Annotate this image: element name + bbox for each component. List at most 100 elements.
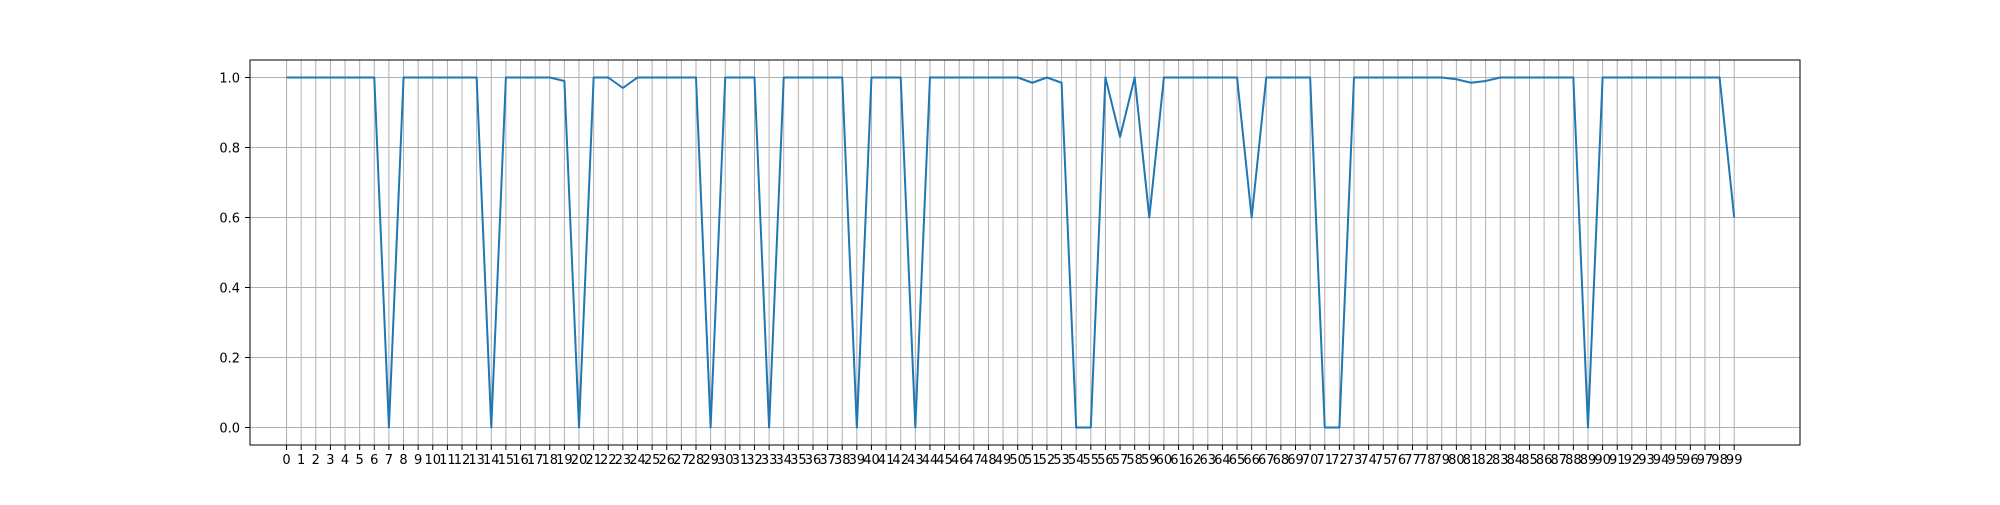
x-tick-label: 70 [1302, 453, 1319, 468]
x-tick-label: 15 [498, 453, 515, 468]
x-tick-label: 16 [512, 453, 529, 468]
x-tick-label: 25 [644, 453, 661, 468]
x-tick-label: 40 [863, 453, 880, 468]
series-layer [286, 76, 1736, 429]
x-tick-label: 85 [1521, 453, 1538, 468]
x-tick-label: 48 [980, 453, 997, 468]
x-tick-label: 55 [1083, 453, 1100, 468]
x-tick-label: 97 [1697, 453, 1714, 468]
x-tick-label: 0 [282, 453, 290, 468]
x-tick-label: 29 [702, 453, 719, 468]
x-tick-label: 51 [1024, 453, 1041, 468]
x-tick-label: 54 [1068, 453, 1085, 468]
x-tick-label: 4 [341, 453, 349, 468]
x-tick-label: 64 [1214, 453, 1231, 468]
y-tick-label: 0.6 [219, 212, 240, 227]
x-tick-label: 74 [1360, 453, 1377, 468]
x-tick-label: 31 [732, 453, 749, 468]
x-tick-label: 71 [1316, 453, 1333, 468]
y-tick-label: 1.0 [219, 72, 240, 87]
x-tick-label: 49 [995, 453, 1012, 468]
x-tick-label: 94 [1653, 453, 1670, 468]
x-tick-label: 76 [1390, 453, 1407, 468]
x-tick-label: 98 [1711, 453, 1728, 468]
x-tick-label: 7 [385, 453, 393, 468]
x-tick-label: 20 [571, 453, 588, 468]
x-tick-label: 21 [585, 453, 602, 468]
x-tick-label: 89 [1580, 453, 1597, 468]
x-tick-label: 67 [1258, 453, 1275, 468]
x-tick-label: 52 [1039, 453, 1056, 468]
x-tick-label: 68 [1273, 453, 1290, 468]
x-tick-label: 23 [615, 453, 632, 468]
x-tick-label: 95 [1667, 453, 1684, 468]
x-tick-label: 57 [1112, 453, 1129, 468]
x-tick-label: 75 [1375, 453, 1392, 468]
x-tick-label: 35 [790, 453, 807, 468]
x-tick-label: 88 [1565, 453, 1582, 468]
x-tick-label: 61 [1170, 453, 1187, 468]
y-tick-label: 0.8 [219, 142, 240, 157]
x-tick-label: 13 [468, 453, 485, 468]
x-tick-label: 36 [805, 453, 822, 468]
x-tick-label: 90 [1594, 453, 1611, 468]
x-tick-label: 47 [966, 453, 983, 468]
x-tick-label: 82 [1477, 453, 1494, 468]
x-tick-label: 11 [439, 453, 456, 468]
x-tick-label: 43 [907, 453, 924, 468]
x-tick-label: 27 [673, 453, 690, 468]
x-tick-label: 37 [819, 453, 836, 468]
x-tick-label: 83 [1492, 453, 1509, 468]
x-tick-label: 60 [1156, 453, 1173, 468]
x-tick-label: 99 [1726, 453, 1743, 468]
y-tick-label: 0.2 [219, 352, 240, 367]
x-tick-label: 81 [1463, 453, 1480, 468]
x-tick-label: 22 [600, 453, 617, 468]
x-tick-label: 63 [1200, 453, 1217, 468]
x-tick-label: 69 [1287, 453, 1304, 468]
x-tick-label: 92 [1624, 453, 1641, 468]
ticks-layer: 0 1 2 3 4 5 6 7 8 9 101112131415161718192021222324… [219, 72, 1742, 469]
x-tick-label: 28 [688, 453, 705, 468]
x-tick-label: 39 [849, 453, 866, 468]
x-tick-label: 46 [951, 453, 968, 468]
x-tick-label: 58 [1126, 453, 1143, 468]
x-tick-label: 80 [1448, 453, 1465, 468]
x-tick-label: 32 [746, 453, 763, 468]
y-tick-label: 0.4 [219, 282, 240, 297]
x-tick-label: 42 [892, 453, 909, 468]
series-line [286, 76, 1736, 429]
x-tick-label: 17 [527, 453, 544, 468]
x-tick-label: 50 [1009, 453, 1026, 468]
x-tick-label: 73 [1346, 453, 1363, 468]
x-tick-label: 34 [775, 453, 792, 468]
x-tick-label: 53 [1053, 453, 1070, 468]
x-tick-label: 78 [1419, 453, 1436, 468]
x-tick-label: 3 [326, 453, 334, 468]
x-tick-label: 19 [556, 453, 573, 468]
x-tick-label: 77 [1404, 453, 1421, 468]
x-tick-label: 38 [834, 453, 851, 468]
x-tick-label: 24 [629, 453, 646, 468]
x-tick-label: 14 [483, 453, 500, 468]
x-tick-label: 2 [312, 453, 320, 468]
x-tick-label: 59 [1141, 453, 1158, 468]
x-tick-label: 56 [1097, 453, 1114, 468]
x-tick-label: 6 [370, 453, 378, 468]
grid-layer [250, 60, 1800, 445]
x-tick-label: 72 [1331, 453, 1348, 468]
x-tick-label: 18 [541, 453, 558, 468]
x-tick-label: 66 [1243, 453, 1260, 468]
x-tick-label: 33 [761, 453, 778, 468]
x-tick-label: 10 [425, 453, 442, 468]
x-tick-label: 5 [356, 453, 364, 468]
y-tick-label: 0.0 [219, 422, 240, 437]
x-tick-label: 45 [936, 453, 953, 468]
x-tick-label: 44 [922, 453, 939, 468]
x-tick-label: 41 [878, 453, 895, 468]
x-tick-label: 9 [414, 453, 422, 468]
x-tick-label: 1 [297, 453, 305, 468]
axes-frame [249, 59, 1801, 446]
